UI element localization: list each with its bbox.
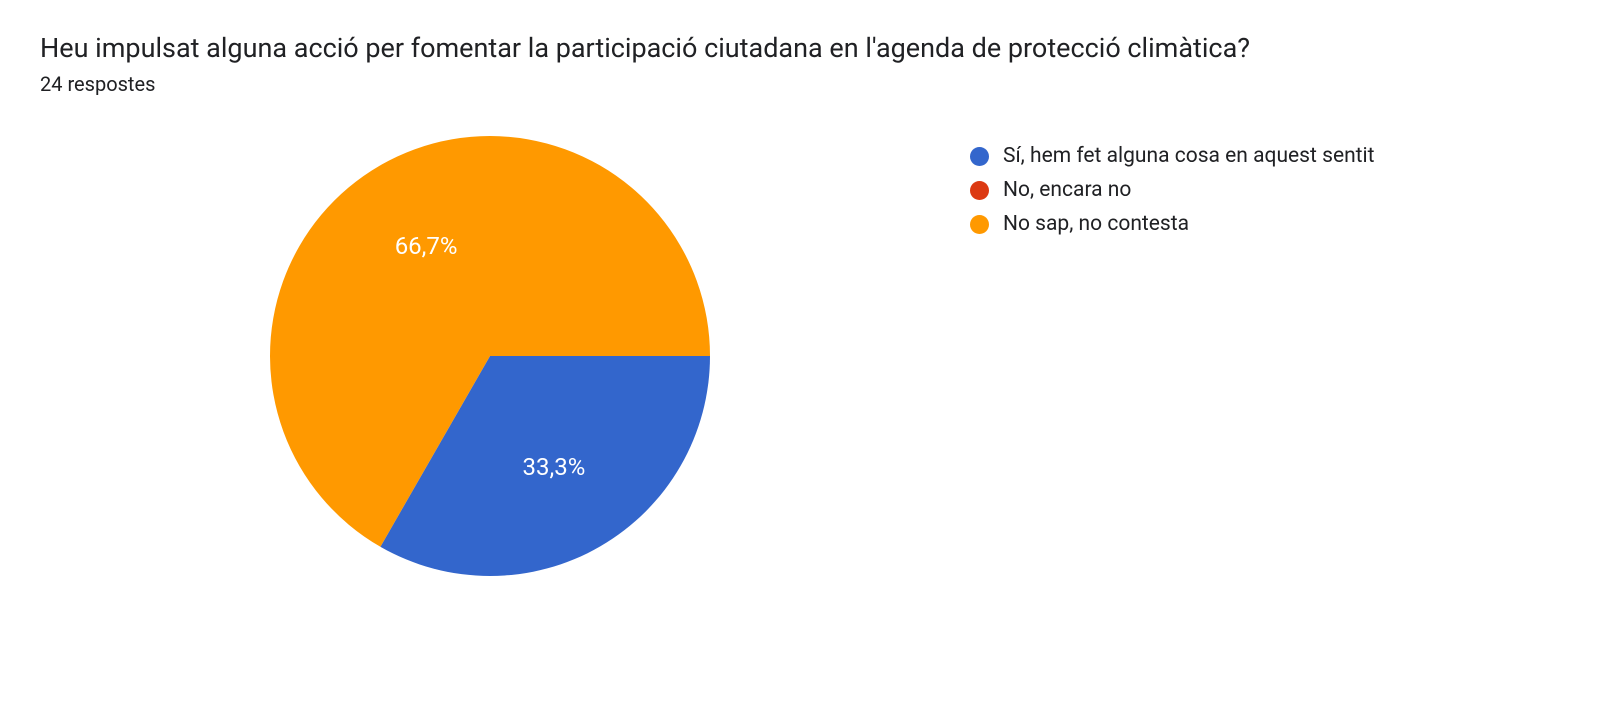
chart-title: Heu impulsat alguna acció per fomentar l…: [40, 30, 1560, 66]
legend-item[interactable]: No sap, no contesta: [970, 212, 1375, 236]
chart-row: 33,3% 66,7% Sí, hem fet alguna cosa en aq…: [40, 126, 1560, 576]
legend: Sí, hem fet alguna cosa en aquest sentit…: [940, 126, 1375, 246]
slice-label: 66,7%: [395, 232, 458, 260]
legend-item[interactable]: No, encara no: [970, 178, 1375, 202]
pie-container: 33,3% 66,7%: [40, 126, 940, 576]
pie-chart: 33,3% 66,7%: [270, 136, 710, 576]
legend-label: No, encara no: [1003, 178, 1131, 202]
legend-swatch: [970, 215, 989, 234]
slice-label: 33,3%: [523, 453, 586, 481]
legend-swatch: [970, 147, 989, 166]
legend-item[interactable]: Sí, hem fet alguna cosa en aquest sentit: [970, 144, 1375, 168]
legend-swatch: [970, 181, 989, 200]
legend-label: No sap, no contesta: [1003, 212, 1189, 236]
legend-label: Sí, hem fet alguna cosa en aquest sentit: [1003, 144, 1375, 168]
response-count: 24 respostes: [40, 72, 1560, 96]
